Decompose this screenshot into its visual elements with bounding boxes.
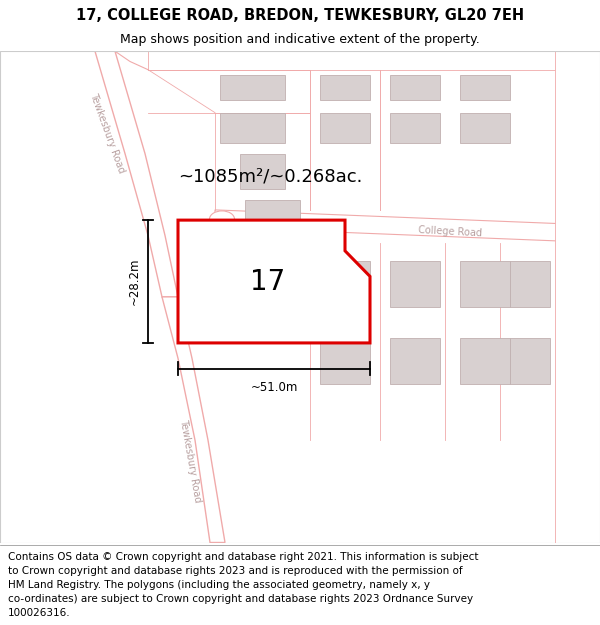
Bar (510, 338, 550, 384)
Ellipse shape (209, 211, 235, 227)
Text: Map shows position and indicative extent of the property.: Map shows position and indicative extent… (120, 34, 480, 46)
Text: Contains OS data © Crown copyright and database right 2021. This information is : Contains OS data © Crown copyright and d… (8, 552, 478, 618)
Bar (245, 199, 300, 251)
Text: Tewkesbury Road: Tewkesbury Road (88, 92, 126, 174)
Text: ~28.2m: ~28.2m (128, 258, 141, 305)
Text: Tewkesbury Road: Tewkesbury Road (178, 418, 202, 503)
Bar (320, 261, 370, 307)
Bar (220, 75, 285, 101)
Bar (390, 338, 440, 384)
Bar (460, 112, 510, 143)
Text: 17: 17 (250, 268, 286, 296)
Text: ~51.0m: ~51.0m (250, 381, 298, 394)
Bar (390, 112, 440, 143)
Bar (240, 154, 285, 189)
Bar (460, 338, 510, 384)
Polygon shape (555, 51, 600, 542)
Bar (220, 112, 285, 143)
Bar (320, 338, 370, 384)
Text: 17, COLLEGE ROAD, BREDON, TEWKESBURY, GL20 7EH: 17, COLLEGE ROAD, BREDON, TEWKESBURY, GL… (76, 8, 524, 23)
Polygon shape (162, 297, 225, 542)
Polygon shape (148, 51, 600, 69)
Polygon shape (215, 210, 600, 242)
Bar (390, 75, 440, 101)
Bar (460, 261, 510, 307)
Bar (320, 112, 370, 143)
Polygon shape (95, 51, 178, 297)
Bar (460, 75, 510, 101)
Text: ~1085m²/~0.268ac.: ~1085m²/~0.268ac. (178, 167, 362, 185)
Bar (390, 261, 440, 307)
Polygon shape (178, 220, 370, 343)
Bar (320, 75, 370, 101)
Bar (510, 261, 550, 307)
Text: College Road: College Road (418, 225, 482, 238)
